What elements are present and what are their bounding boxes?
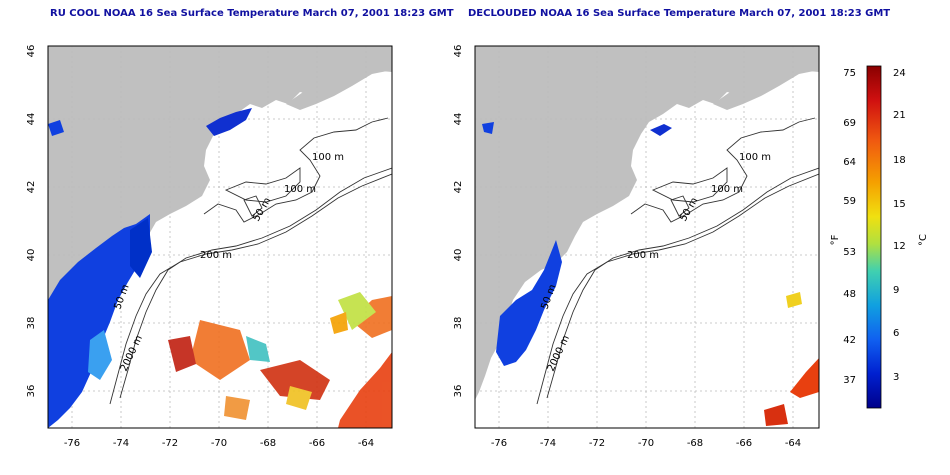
lat-tick: 36: [26, 385, 37, 398]
celsius-tick: 18: [893, 155, 906, 166]
land-mass: [475, 46, 819, 400]
fahrenheit-tick: 48: [843, 289, 856, 300]
celsius-label: °C: [918, 234, 929, 246]
celsius-tick: 15: [893, 199, 906, 210]
celsius-tick: 3: [893, 372, 899, 383]
lon-tick: -68: [260, 438, 276, 449]
contour-label: 200 m: [627, 250, 659, 261]
lon-tick: -72: [589, 438, 605, 449]
map-right: 100 m 100 m 50 m 200 m 50 m 2000 m 36 38…: [453, 45, 820, 449]
contour-label: 100 m: [739, 152, 771, 163]
map-right-title: DECLOUDED NOAA 16 Sea Surface Temperatur…: [468, 8, 891, 19]
lon-tick: -74: [540, 438, 556, 449]
lon-tick: -72: [162, 438, 178, 449]
lon-tick: -64: [358, 438, 374, 449]
land-mass: [48, 46, 392, 400]
contour-label: 100 m: [711, 184, 743, 195]
lon-tick: -68: [687, 438, 703, 449]
lat-tick: 40: [26, 249, 37, 262]
lon-tick: -76: [64, 438, 80, 449]
lat-tick: 38: [26, 317, 37, 330]
fahrenheit-tick: 59: [843, 196, 856, 207]
map-left: 100 m 100 m 50 m 200 m 50 m 2000 m 36 38…: [26, 45, 393, 449]
fahrenheit-label: °F: [830, 234, 841, 245]
lat-tick: 44: [453, 113, 464, 126]
celsius-tick: 9: [893, 285, 899, 296]
lon-tick: -66: [736, 438, 752, 449]
fahrenheit-tick: 75: [843, 68, 856, 79]
fahrenheit-tick: 64: [843, 157, 856, 168]
contour-label: 100 m: [284, 184, 316, 195]
fahrenheit-tick: 53: [843, 247, 856, 258]
colorbar: 75 69 64 59 53 48 42 37 24 21 18 15 12 9…: [830, 65, 929, 409]
lat-tick: 40: [453, 249, 464, 262]
lat-tick: 38: [453, 317, 464, 330]
colorbar-gradient: [866, 65, 882, 409]
lat-tick: 42: [453, 181, 464, 194]
celsius-tick: 12: [893, 241, 906, 252]
map-left-title: RU COOL NOAA 16 Sea Surface Temperature …: [50, 8, 454, 19]
lat-tick: 44: [26, 113, 37, 126]
lon-tick: -64: [785, 438, 801, 449]
lat-tick: 46: [453, 45, 464, 58]
fahrenheit-tick: 42: [843, 335, 856, 346]
lon-tick: -70: [211, 438, 227, 449]
lon-tick: -66: [309, 438, 325, 449]
celsius-tick: 24: [893, 68, 906, 79]
contour-label: 100 m: [312, 152, 344, 163]
contour-label: 200 m: [200, 250, 232, 261]
fahrenheit-tick: 37: [843, 375, 856, 386]
celsius-tick: 6: [893, 328, 899, 339]
lon-tick: -74: [113, 438, 129, 449]
fahrenheit-tick: 69: [843, 118, 856, 129]
celsius-tick: 21: [893, 110, 906, 121]
lat-tick: 46: [26, 45, 37, 58]
lat-tick: 42: [26, 181, 37, 194]
lon-tick: -70: [638, 438, 654, 449]
lon-tick: -76: [491, 438, 507, 449]
lat-tick: 36: [453, 385, 464, 398]
